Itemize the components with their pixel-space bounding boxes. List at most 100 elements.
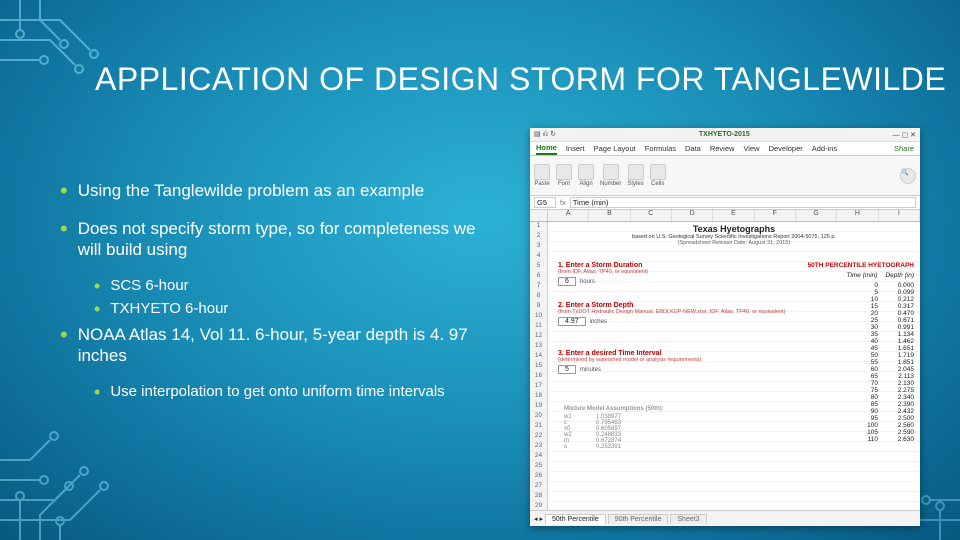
column-header: E xyxy=(713,210,754,221)
bullet-text: NOAA Atlas 14, Vol 11. 6-hour, 5-year de… xyxy=(78,324,490,367)
hyetograph-row: 1052.590 xyxy=(852,429,914,436)
window-filename: TXHYETO-2015 xyxy=(699,131,750,138)
step-3: 3. Enter a desired Time Interval (determ… xyxy=(558,350,701,374)
hyetograph-row: 250.671 xyxy=(852,317,914,324)
ribbon-tab: Insert xyxy=(566,144,585,153)
spreadsheet-grid: 1234567891011121314151617181920212223242… xyxy=(530,222,920,522)
cell-reference: G5 xyxy=(534,197,556,208)
hyetograph-row: 551.851 xyxy=(852,359,914,366)
hyetograph-row: 351.134 xyxy=(852,331,914,338)
hyetograph-row: 1102.630 xyxy=(852,436,914,443)
slide-title: APPLICATION OF DESIGN STORM FOR TANGLEWI… xyxy=(95,62,946,97)
step-2: 2. Enter a Storm Depth (from TxDOT Hydra… xyxy=(558,302,785,326)
hyetograph-row: 602.045 xyxy=(852,366,914,373)
step-1: 1. Enter a Storm Duration (from IDF, Atl… xyxy=(558,262,648,286)
circuit-decoration-top-left xyxy=(0,0,200,120)
hyetograph-row: 852.390 xyxy=(852,401,914,408)
ribbon-body: Paste Font Align Number Styles Cells 🔍 xyxy=(530,156,920,196)
bullet-dot: • xyxy=(94,383,100,403)
font-icon xyxy=(556,164,572,180)
ribbon-tab: Add-ins xyxy=(812,144,837,153)
hyetograph-row: 150.317 xyxy=(852,303,914,310)
grid-row: 25 xyxy=(530,462,920,472)
hyetograph-row: 50.099 xyxy=(852,289,914,296)
bullet-dot: • xyxy=(60,218,68,261)
duration-input: 6 xyxy=(558,277,576,286)
sheet-tab: 90th Percentile xyxy=(608,514,669,524)
hyetograph-row: 300.991 xyxy=(852,324,914,331)
column-header: H xyxy=(837,210,878,221)
bullet-level-1: •Using the Tanglewilde problem as an exa… xyxy=(60,180,490,202)
sheet-release: (Spreadsheet Release Date: August 31, 20… xyxy=(552,240,916,246)
number-icon xyxy=(603,164,619,180)
ribbon-tab: View xyxy=(743,144,759,153)
hyetograph-row: 401.462 xyxy=(852,338,914,345)
column-header: C xyxy=(631,210,672,221)
interval-input: 5 xyxy=(558,365,576,374)
window-titlebar: ▤ ⎌ ↻ TXHYETO-2015 — ▢ ✕ xyxy=(530,128,920,142)
hyetograph-row: 451.651 xyxy=(852,345,914,352)
grid-row: 26 xyxy=(530,472,920,482)
ribbon-tab: Review xyxy=(710,144,735,153)
fx-label: fx xyxy=(560,198,566,207)
sheet-title: Texas Hyetographs xyxy=(552,224,916,234)
grid-row: 28 xyxy=(530,492,920,502)
hyetograph-row: 1002.560 xyxy=(852,422,914,429)
hyetograph-row: 902.432 xyxy=(852,408,914,415)
column-header: I xyxy=(879,210,920,221)
hyetograph-columns: Time (min) Depth (in) xyxy=(846,272,914,279)
model-assumptions: Mixture Model Assumptions (50th): w11.03… xyxy=(564,406,664,450)
grid-row: 4 xyxy=(530,252,920,262)
styles-icon xyxy=(628,164,644,180)
bullet-dot: • xyxy=(94,300,100,320)
bullet-text: Does not specify storm type, so for comp… xyxy=(78,218,490,261)
hyetograph-table: 00.00050.099100.212150.317200.470250.671… xyxy=(852,282,914,443)
hyetograph-row: 100.212 xyxy=(852,296,914,303)
share-button: Share xyxy=(894,144,914,153)
bullet-level-2: • Use interpolation to get onto uniform t… xyxy=(94,383,490,403)
paste-icon xyxy=(534,164,550,180)
formula-value: Time (min) xyxy=(570,197,916,208)
bullet-list: •Using the Tanglewilde problem as an exa… xyxy=(60,180,490,406)
ribbon-tab: Page Layout xyxy=(594,144,636,153)
align-icon xyxy=(578,164,594,180)
ribbon-tab: Home xyxy=(536,143,557,155)
bullet-level-2: • SCS 6-hour xyxy=(94,277,490,297)
grid-row: 27 xyxy=(530,482,920,492)
hyetograph-row: 952.500 xyxy=(852,415,914,422)
hyetograph-row: 752.275 xyxy=(852,387,914,394)
column-headers: ABCDEFGHI xyxy=(530,210,920,222)
column-header: F xyxy=(755,210,796,221)
grid-row: 24 xyxy=(530,452,920,462)
hyetograph-row: 652.113 xyxy=(852,373,914,380)
bullet-dot: • xyxy=(94,277,100,297)
sheet-tab-active: 50th Percentile xyxy=(545,514,606,524)
hyetograph-row: 501.719 xyxy=(852,352,914,359)
model-param-row: s0.253391 xyxy=(564,444,664,450)
hyetograph-row: 00.000 xyxy=(852,282,914,289)
hyetograph-row: 802.340 xyxy=(852,394,914,401)
column-header: D xyxy=(672,210,713,221)
quickaccess-icons: ▤ ⎌ ↻ xyxy=(534,130,556,139)
formula-bar: G5 fx Time (min) xyxy=(530,196,920,210)
find-icon: 🔍 xyxy=(900,168,916,184)
hyetograph-title: 50TH PERCENTILE HYETOGRAPH xyxy=(808,262,914,269)
bullet-text: TXHYETO 6-hour xyxy=(110,300,490,320)
column-header: A xyxy=(548,210,589,221)
slide: APPLICATION OF DESIGN STORM FOR TANGLEWI… xyxy=(0,0,960,540)
bullet-text: Use interpolation to get onto uniform ti… xyxy=(110,383,490,403)
bullet-level-2: • TXHYETO 6-hour xyxy=(94,300,490,320)
bullet-dot: • xyxy=(60,180,68,202)
ribbon-tabs: HomeInsertPage LayoutFormulasDataReviewV… xyxy=(530,142,920,156)
bullet-dot: • xyxy=(60,324,68,367)
hyetograph-row: 702.130 xyxy=(852,380,914,387)
depth-input: 4.97 xyxy=(558,317,586,326)
ribbon-tab: Formulas xyxy=(645,144,676,153)
column-header: B xyxy=(589,210,630,221)
bullet-level-1: •NOAA Atlas 14, Vol 11. 6-hour, 5-year d… xyxy=(60,324,490,367)
sheet-tabs: ◂ ▸ 50th Percentile 90th Percentile Shee… xyxy=(530,510,920,526)
hyetograph-row: 200.470 xyxy=(852,310,914,317)
excel-screenshot: ▤ ⎌ ↻ TXHYETO-2015 — ▢ ✕ Home Insert Page … xyxy=(530,128,920,526)
bullet-level-1: •Does not specify storm type, so for com… xyxy=(60,218,490,261)
bullet-text: SCS 6-hour xyxy=(110,277,490,297)
